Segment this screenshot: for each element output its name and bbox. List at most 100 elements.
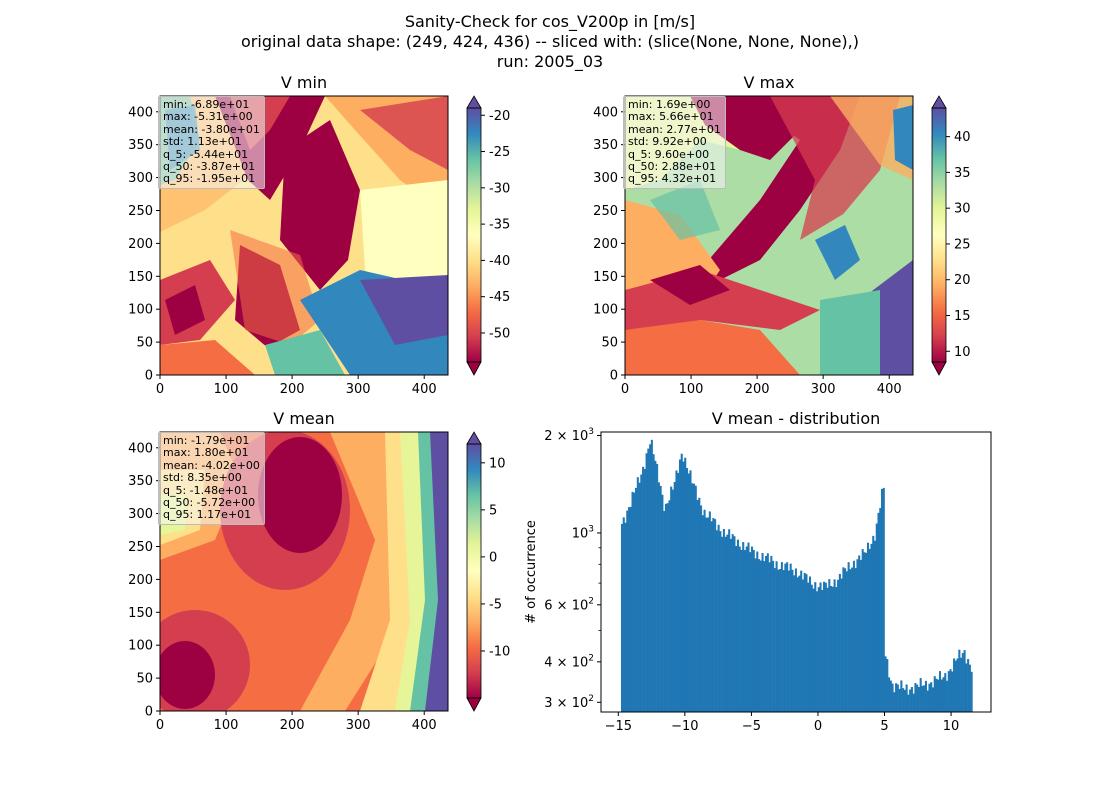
histogram-bar <box>826 587 829 712</box>
histogram-bar <box>863 552 866 712</box>
histogram-bar <box>622 517 625 712</box>
colorbar-tick-label: 25 <box>954 237 971 252</box>
y-tick-label: 250 <box>128 204 153 219</box>
histogram-bar <box>800 570 803 712</box>
x-tick-label: 400 <box>877 382 902 397</box>
histogram-bar <box>750 546 754 712</box>
figure-title: Sanity-Check for cos_V200p in [m/s] orig… <box>0 12 1100 72</box>
histogram-bar <box>803 572 806 712</box>
stat-line: min: -1.79e+01 <box>163 434 250 447</box>
histogram-bars <box>620 439 973 712</box>
histogram-bar <box>947 671 950 712</box>
stat-line: q_50: -5.72e+00 <box>163 496 256 510</box>
histogram-bar <box>787 570 790 712</box>
histogram-bar <box>830 586 833 712</box>
histogram-bar <box>742 542 745 712</box>
histogram-bar <box>810 584 813 712</box>
histogram-bar <box>656 463 659 712</box>
stats-box-v-min: min: -6.89e+01 max: -5.31e+00 mean: -3.8… <box>158 96 265 189</box>
histogram-bar <box>926 690 929 712</box>
histogram-bar <box>967 659 970 712</box>
x-tick-label: 0 <box>156 718 164 733</box>
stat-line: q_50: -3.87e+01 <box>163 160 256 174</box>
histogram-bar <box>694 485 697 712</box>
histogram-bar <box>960 657 963 712</box>
histogram-bar <box>924 680 927 712</box>
histogram-bar <box>640 474 643 712</box>
histogram-bar <box>717 524 720 712</box>
histogram-bar <box>738 546 741 712</box>
histogram-bar <box>849 569 852 712</box>
histogram-bar <box>666 503 669 712</box>
histogram-bar <box>698 497 701 712</box>
histogram-bar <box>823 581 826 712</box>
x-tick-label: 10 <box>943 719 960 734</box>
histogram-bar <box>895 683 898 712</box>
x-tick-label: −15 <box>605 719 632 734</box>
y-tick-label: 150 <box>593 270 618 285</box>
histogram-bar <box>845 571 848 712</box>
stat-line: q_5: 9.60e+00 <box>628 147 710 161</box>
y-axis-ticks-v-mean: 0 50 100 150 200 250 300 350 400 <box>128 441 160 720</box>
histogram-bar <box>745 546 748 712</box>
histogram-bar <box>866 542 870 712</box>
colorbar-ticks-v-max: 10 15 20 25 30 35 40 <box>946 130 971 360</box>
x-tick-label: 200 <box>745 382 770 397</box>
histogram-bar <box>877 512 880 712</box>
histogram-bar <box>921 685 924 712</box>
stat-line: mean: -3.80e+01 <box>163 122 260 136</box>
y-axis-label-distribution: # of occurrence <box>524 520 539 624</box>
figure-title-line-2: original data shape: (249, 424, 436) -- … <box>241 32 859 51</box>
histogram-bar <box>794 568 797 712</box>
stat-line: max: 5.66e+01 <box>628 110 714 124</box>
stat-line: q_5: -1.48e+01 <box>163 483 249 497</box>
histogram-bar <box>805 574 808 712</box>
histogram-bar <box>657 482 660 712</box>
histogram-bar <box>631 491 634 712</box>
histogram-bar <box>747 542 750 712</box>
y-tick-label: 350 <box>128 474 153 489</box>
colorbar-v-max: 10 15 20 25 30 35 40 <box>931 95 971 376</box>
colorbar-v-min: -50 -45 -40 -35 -30 -25 -20 <box>466 95 510 376</box>
histogram-bar <box>663 511 666 712</box>
histogram-bar <box>754 558 757 712</box>
histogram-bar <box>840 578 843 712</box>
colorbar-tick-label: 15 <box>954 309 971 324</box>
histogram-bar <box>854 568 857 712</box>
y-tick-label: 250 <box>593 204 618 219</box>
histogram-bar <box>937 679 940 712</box>
histogram-bar <box>889 680 892 712</box>
histogram-bar <box>888 677 891 712</box>
histogram-bar <box>824 582 827 712</box>
y-tick-label: 350 <box>128 138 153 153</box>
x-tick-label: 100 <box>679 382 704 397</box>
histogram-bar <box>954 660 957 712</box>
histogram-bar <box>852 560 855 712</box>
histogram-bar <box>917 687 920 712</box>
y-axis-ticks-v-max: 0 50 100 150 200 250 300 350 400 <box>593 105 625 384</box>
histogram-bar <box>909 689 912 712</box>
histogram-bar <box>789 563 792 712</box>
colorbar-v-mean: -10 -5 0 5 10 <box>466 431 510 712</box>
histogram-bar <box>903 689 906 712</box>
panel-title-v-mean-distribution: V mean - distribution <box>712 409 881 428</box>
y-tick-label: 350 <box>593 138 618 153</box>
histogram-bar <box>758 559 761 712</box>
histogram-bar <box>772 560 775 712</box>
histogram-bar <box>775 561 778 712</box>
histogram-bar <box>728 529 731 712</box>
histogram-bar <box>715 530 718 712</box>
histogram-bar <box>770 555 773 712</box>
histogram-bar <box>873 540 877 712</box>
x-axis-ticks-v-max: 0 100 200 300 400 <box>621 375 902 397</box>
histogram-bar <box>668 500 671 712</box>
histogram-bar <box>682 461 685 712</box>
figure-title-line-3: run: 2005_03 <box>496 52 604 71</box>
histogram-bar <box>831 586 834 712</box>
histogram-bar <box>766 553 769 712</box>
x-tick-label: 300 <box>346 718 371 733</box>
histogram-bar <box>650 439 653 712</box>
histogram-bar <box>931 687 935 712</box>
histogram-bar <box>780 562 783 712</box>
histogram-bar <box>689 470 692 712</box>
